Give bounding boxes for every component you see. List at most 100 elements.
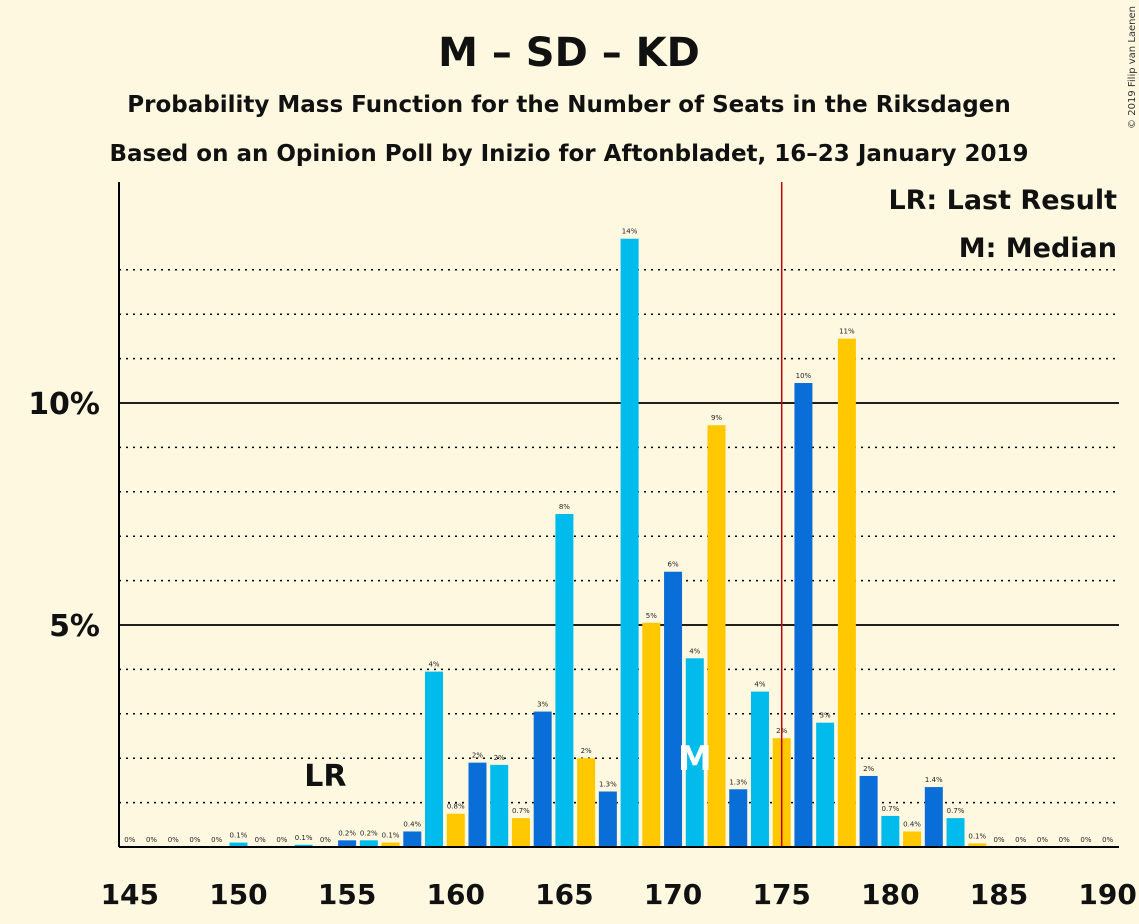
bar-label-seat-181: 0.4% <box>903 820 921 828</box>
copyright: © 2019 Filip van Laenen <box>1127 6 1138 129</box>
x-tick-label: 155 <box>318 878 376 911</box>
x-tick-label: 160 <box>427 878 485 911</box>
bar-seat-160 <box>446 813 465 847</box>
bar-label-seat-190: 0% <box>1102 836 1113 844</box>
chart-subtitle-1: Probability Mass Function for the Number… <box>127 92 1010 118</box>
bar-label-seat-149: 0% <box>211 836 222 844</box>
chart-title: M – SD – KD <box>438 30 700 76</box>
bar-seat-172 <box>707 425 726 847</box>
y-tick-label: 10% <box>28 387 100 422</box>
median-label: M <box>678 739 712 779</box>
bar-seat-153 <box>294 844 313 847</box>
x-tick-label: 165 <box>535 878 593 911</box>
bar-seat-181 <box>903 831 922 847</box>
bar-label-seat-172: 9% <box>711 414 722 422</box>
bar-label-seat-178: 11% <box>839 328 855 336</box>
x-tick-label: 150 <box>209 878 267 911</box>
x-tick-label: 190 <box>1078 878 1136 911</box>
bar-label-seat-161: 2% <box>472 752 483 760</box>
bar-label-seat-156: 0.2% <box>360 829 378 837</box>
bar-label-seat-157: 0.1% <box>382 832 400 840</box>
bar-label-seat-152: 0% <box>276 836 287 844</box>
bar-seat-173 <box>729 789 748 847</box>
bar-label-seat-180: 0.7% <box>881 805 899 813</box>
y-tick-label: 5% <box>49 609 100 644</box>
bar-label-seat-163: 0.7% <box>512 807 530 815</box>
bar-seat-176 <box>794 383 813 847</box>
bar-label-seat-159: 4% <box>428 661 439 669</box>
bar-seat-168 <box>620 238 639 848</box>
bar-label-seat-177: 3% <box>820 712 831 720</box>
bar-seat-184 <box>968 843 987 847</box>
bar-label-seat-173: 1.3% <box>729 778 747 786</box>
bar-seat-161 <box>468 762 487 847</box>
bar-label-seat-179: 2% <box>863 765 874 773</box>
bar-label-seat-146: 0% <box>146 836 157 844</box>
gridlines <box>119 269 1119 804</box>
bar-seat-150 <box>229 842 248 847</box>
bar-label-seat-150: 0.1% <box>230 832 248 840</box>
bar-label-seat-184: 0.1% <box>968 832 986 840</box>
bar-label-seat-160: 0.8% <box>447 803 465 811</box>
bar-seat-167 <box>598 791 617 847</box>
bar-seat-165 <box>555 514 574 847</box>
bar-label-seat-188: 0% <box>1059 836 1070 844</box>
bar-label-seat-174: 4% <box>754 681 765 689</box>
bar-seat-162 <box>490 764 509 847</box>
bar-label-seat-153: 0.1% <box>295 834 313 842</box>
bar-seat-174 <box>750 691 769 847</box>
markers: LR M <box>304 182 783 847</box>
bar-seat-157 <box>381 842 400 847</box>
bar-label-seat-166: 2% <box>581 747 592 755</box>
bar-labels: 0% 0% 0% 0% 0%0.1%0% 0% 0.1% 0%0.2% 0.2% 0.1%0.4%… <box>124 228 1113 844</box>
bar-label-seat-189: 0% <box>1080 836 1091 844</box>
bar-seat-158 <box>403 831 422 847</box>
bar-seat-183 <box>946 818 965 847</box>
bar-label-seat-167: 1.3% <box>599 781 617 789</box>
bar-label-seat-176: 10% <box>796 372 812 380</box>
bar-seat-182 <box>924 787 943 847</box>
x-tick-label: 170 <box>644 878 702 911</box>
bar-seat-164 <box>533 711 552 847</box>
bar-seat-171 <box>685 658 704 847</box>
bar-seat-166 <box>577 758 596 847</box>
x-tick-label: 180 <box>861 878 919 911</box>
bar-seat-163 <box>511 818 530 847</box>
x-tick-label: 185 <box>970 878 1028 911</box>
bar-label-seat-148: 0% <box>189 836 200 844</box>
legend-last-result: LR: Last Result <box>888 185 1117 216</box>
bar-label-seat-185: 0% <box>993 836 1004 844</box>
bar-seat-169 <box>642 622 661 847</box>
bar-seat-156 <box>359 840 378 847</box>
bar-label-seat-165: 8% <box>559 503 570 511</box>
x-tick-label: 175 <box>752 878 810 911</box>
bar-label-seat-186: 0% <box>1015 836 1026 844</box>
bar-label-seat-169: 5% <box>646 612 657 620</box>
chart-subtitle-2: Based on an Opinion Poll by Inizio for A… <box>109 141 1028 167</box>
bar-label-seat-151: 0% <box>255 836 266 844</box>
bar-label-seat-171: 4% <box>689 647 700 655</box>
bar-seat-170 <box>664 571 683 847</box>
bar-label-seat-147: 0% <box>168 836 179 844</box>
bar-seat-155 <box>338 840 357 847</box>
bar-label-seat-145: 0% <box>124 836 135 844</box>
bar-seat-180 <box>881 815 900 847</box>
axes: 5% 10% 145 150 155 160 165 170 175 180 185 190 <box>28 182 1137 911</box>
last-result-label: LR <box>304 759 346 794</box>
bar-label-seat-162: 2% <box>494 754 505 762</box>
legend-median: M: Median <box>959 233 1117 264</box>
bar-seat-159 <box>425 671 444 847</box>
bar-label-seat-170: 6% <box>667 561 678 569</box>
bars <box>229 238 987 848</box>
bar-seat-178 <box>837 338 856 847</box>
bar-seat-179 <box>859 775 878 847</box>
bar-seat-177 <box>816 722 835 847</box>
bar-label-seat-182: 1.4% <box>925 776 943 784</box>
bar-label-seat-183: 0.7% <box>947 807 965 815</box>
bar-label-seat-168: 14% <box>622 228 638 236</box>
x-tick-label: 145 <box>101 878 159 911</box>
bar-label-seat-164: 3% <box>537 701 548 709</box>
bar-label-seat-187: 0% <box>1037 836 1048 844</box>
bar-label-seat-158: 0.4% <box>403 820 421 828</box>
